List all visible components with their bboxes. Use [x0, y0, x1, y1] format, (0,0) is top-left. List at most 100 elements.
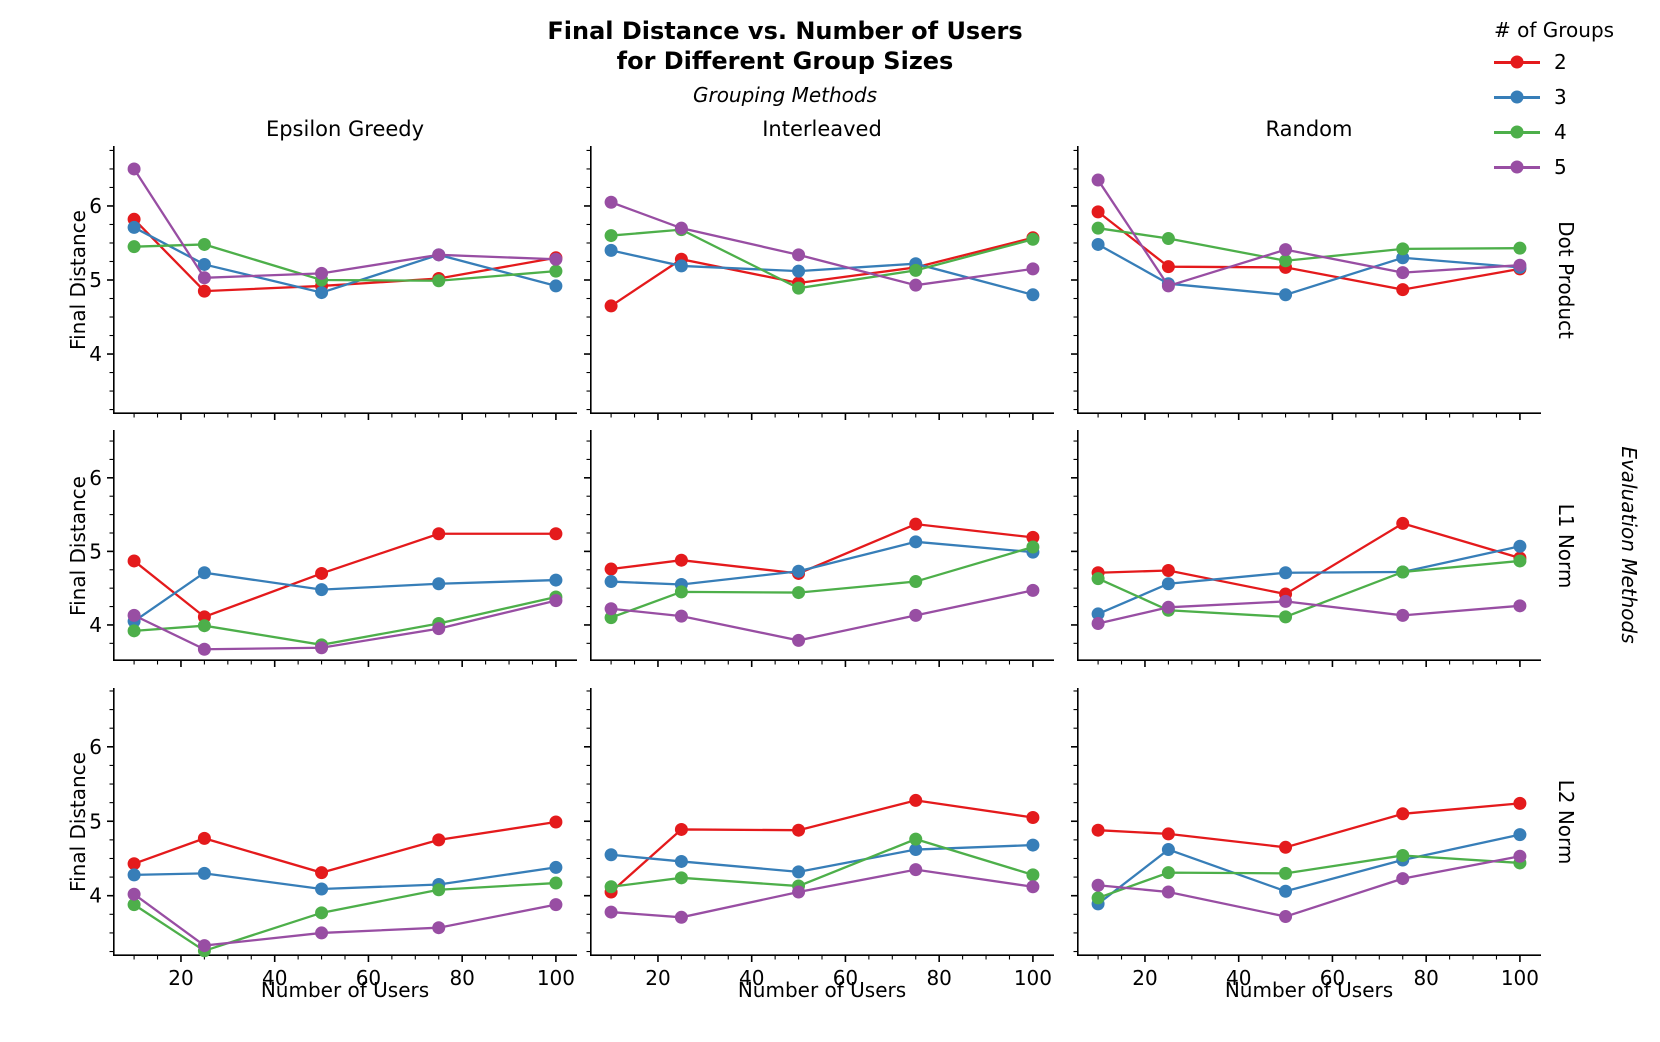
data-point — [1161, 600, 1175, 614]
data-point — [604, 602, 618, 616]
data-point — [315, 641, 329, 655]
data-point — [315, 882, 329, 896]
x-tick-label: 20 — [645, 966, 670, 990]
data-point — [1279, 866, 1293, 880]
data-point — [432, 622, 446, 636]
data-point — [1091, 607, 1105, 621]
data-point — [197, 642, 211, 656]
series-2 — [1091, 205, 1527, 297]
data-point — [549, 279, 563, 293]
data-point — [127, 857, 141, 871]
column-title-epsilon-greedy: Epsilon Greedy — [265, 117, 425, 141]
data-point — [1091, 878, 1105, 892]
series-line — [134, 595, 557, 646]
series-line — [133, 571, 556, 623]
data-point — [127, 554, 141, 568]
data-point — [1026, 583, 1040, 597]
data-point — [432, 883, 446, 897]
x-tick-label: 60 — [1320, 966, 1345, 990]
series-line — [1097, 179, 1520, 288]
data-point — [315, 926, 329, 940]
series-2 — [127, 815, 563, 880]
y-tick-label: 4 — [89, 613, 102, 637]
legend-line-marker-icon — [1494, 160, 1540, 174]
series-4 — [127, 876, 563, 958]
x-tick-label: 40 — [739, 966, 764, 990]
data-point — [1279, 254, 1293, 268]
series-4 — [604, 832, 1040, 894]
series-5 — [127, 162, 563, 285]
data-point — [909, 535, 923, 549]
series-5 — [127, 887, 563, 953]
data-point — [1161, 843, 1175, 857]
data-point — [909, 263, 923, 277]
y-tick-label: 6 — [89, 194, 102, 218]
data-point — [909, 793, 923, 807]
data-point — [674, 910, 688, 924]
data-point — [197, 939, 211, 953]
data-point — [127, 624, 141, 638]
y-tick-label: 5 — [89, 268, 102, 292]
subplot-l1-norm-epsilon-greedy: 4 5 6 — [89, 430, 577, 667]
series-line — [133, 820, 557, 874]
data-point — [1513, 828, 1527, 842]
data-point — [549, 573, 563, 587]
data-point — [1396, 242, 1410, 256]
legend-entry-3: 3 — [1494, 85, 1614, 109]
legend-dot-icon — [1510, 160, 1524, 174]
data-point — [197, 566, 211, 580]
data-point — [432, 274, 446, 288]
data-point — [197, 866, 211, 880]
data-point — [1161, 564, 1175, 578]
x-axis-label: Number of Users — [737, 978, 907, 1002]
series-line — [610, 837, 1034, 888]
x-tick-label: 40 — [1226, 966, 1251, 990]
data-point — [1026, 811, 1040, 825]
data-point — [315, 266, 329, 280]
series-3 — [604, 838, 1040, 879]
legend-title: # of Groups — [1494, 18, 1615, 42]
data-point — [1279, 288, 1293, 302]
data-point — [1279, 243, 1293, 257]
data-point — [127, 868, 141, 882]
row-label-l2-norm: L2 Norm — [1554, 779, 1578, 865]
data-point — [1279, 566, 1293, 580]
data-point — [1396, 251, 1410, 265]
data-point — [432, 527, 446, 541]
x-tick-label: 100 — [537, 966, 575, 990]
legend-entry-2: 2 — [1494, 50, 1614, 74]
data-point — [1279, 884, 1293, 898]
data-point — [1091, 891, 1105, 905]
data-point — [1513, 849, 1527, 863]
data-point — [792, 885, 806, 899]
data-point — [1026, 540, 1040, 554]
data-point — [315, 583, 329, 597]
series-2 — [127, 527, 563, 624]
y-tick-label: 4 — [89, 342, 102, 366]
data-point — [1513, 599, 1527, 613]
x-tick-label: 20 — [1132, 966, 1157, 990]
series-line — [1097, 600, 1521, 625]
data-point — [432, 248, 446, 262]
data-point — [549, 252, 563, 266]
data-point — [1513, 796, 1527, 810]
series-3 — [127, 566, 563, 628]
data-point — [315, 566, 329, 580]
x-tick-label: 20 — [168, 966, 193, 990]
legend-line-marker-icon — [1494, 55, 1540, 69]
data-point — [1026, 868, 1040, 882]
data-point — [549, 876, 563, 890]
data-point — [1091, 237, 1105, 251]
series-2 — [1091, 796, 1527, 854]
data-point — [1161, 866, 1175, 880]
x-tick-label: 60 — [356, 966, 381, 990]
series-line — [610, 589, 1034, 642]
series-line — [610, 236, 1034, 307]
series-line — [610, 843, 1033, 874]
data-point — [604, 880, 618, 894]
data-point — [909, 832, 923, 846]
figure-title-block: Final Distance vs. Number of Users for D… — [0, 16, 1570, 107]
series-4 — [604, 540, 1040, 625]
data-point — [1091, 616, 1105, 630]
data-point — [1513, 241, 1527, 255]
